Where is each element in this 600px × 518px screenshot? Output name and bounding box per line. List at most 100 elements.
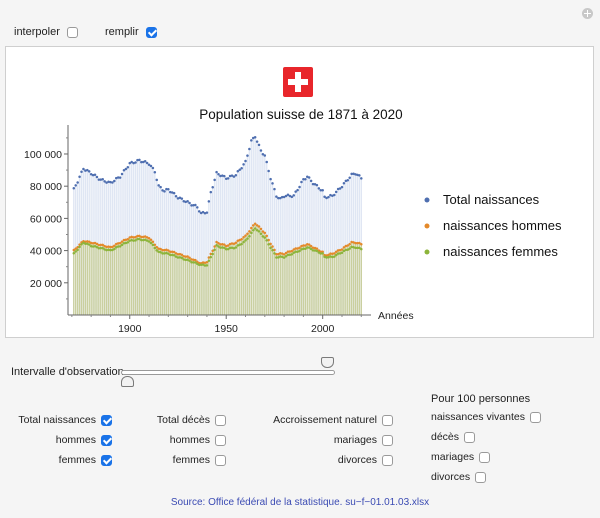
checkbox[interactable] <box>101 454 112 466</box>
data-point <box>265 239 268 242</box>
y-tick-label: 100 000 <box>24 149 62 161</box>
data-point <box>248 230 251 233</box>
data-point <box>140 235 143 239</box>
data-point <box>350 172 353 176</box>
checkbox[interactable] <box>101 414 112 426</box>
interpoler-control[interactable]: interpoler <box>14 26 78 38</box>
data-point <box>93 241 97 245</box>
checkbox-row[interactable]: hommes <box>56 434 112 446</box>
checkbox-row[interactable]: femmes <box>59 454 112 466</box>
slider-handle-start[interactable] <box>121 376 134 387</box>
checkbox-row[interactable]: femmes <box>173 454 226 466</box>
data-point <box>161 189 164 192</box>
data-point <box>159 250 162 254</box>
data-point <box>155 245 159 249</box>
interpoler-checkbox[interactable] <box>66 26 78 38</box>
checkbox-row[interactable]: hommes <box>170 434 226 446</box>
checkbox-row[interactable]: Total naissances <box>18 414 112 426</box>
data-point <box>294 250 297 253</box>
data-point <box>91 242 95 245</box>
checkbox[interactable] <box>382 454 393 466</box>
data-point <box>340 185 344 189</box>
data-point <box>352 245 355 249</box>
legend-label: naissances femmes <box>443 244 558 259</box>
data-point <box>248 234 251 238</box>
data-point <box>87 240 91 244</box>
checkbox-row[interactable]: mariages <box>334 434 393 446</box>
data-point <box>159 247 162 251</box>
data-point <box>236 169 240 173</box>
checkbox-label: femmes <box>58 454 96 466</box>
data-point <box>143 238 147 241</box>
data-point <box>317 187 321 190</box>
data-point <box>232 246 236 250</box>
data-point <box>250 139 253 142</box>
data-point <box>338 187 342 190</box>
data-point <box>267 169 270 173</box>
remplir-control[interactable]: remplir <box>105 26 157 38</box>
checkbox[interactable] <box>475 471 487 483</box>
data-point <box>284 251 288 255</box>
data-point <box>290 253 294 256</box>
data-point <box>238 238 241 242</box>
x-tick-label: 1900 <box>118 323 142 335</box>
data-point <box>275 252 278 256</box>
checkbox[interactable] <box>101 434 112 446</box>
data-point <box>224 248 228 251</box>
data-point <box>97 243 101 247</box>
data-point <box>244 239 247 242</box>
checkbox[interactable] <box>215 454 226 466</box>
checkbox-row[interactable]: divorces <box>338 454 393 466</box>
data-point <box>309 247 313 251</box>
data-point <box>348 242 351 246</box>
checkbox-row[interactable]: naissances vivantes <box>431 411 541 423</box>
data-point <box>309 244 313 248</box>
checkbox-row[interactable]: Accroissement naturel <box>273 414 393 426</box>
data-point <box>132 239 135 242</box>
data-point <box>294 247 297 250</box>
add-icon[interactable] <box>582 8 593 19</box>
checkbox[interactable] <box>479 451 491 463</box>
data-point <box>128 236 131 239</box>
data-point <box>286 253 290 257</box>
data-point <box>228 246 232 250</box>
data-point <box>165 248 168 251</box>
data-point <box>109 248 112 252</box>
checkbox[interactable] <box>215 414 226 426</box>
checkbox[interactable] <box>215 434 226 446</box>
data-point <box>358 174 361 177</box>
data-point <box>307 176 311 179</box>
data-point <box>336 187 340 191</box>
checkbox-row[interactable]: décès <box>431 431 476 443</box>
data-point <box>273 248 276 252</box>
data-point <box>280 255 284 259</box>
checkbox-label: mariages <box>333 434 377 446</box>
slider-track[interactable] <box>121 370 335 375</box>
data-point <box>306 246 309 249</box>
data-point <box>151 243 155 247</box>
data-point <box>294 190 297 193</box>
data-point <box>172 250 176 254</box>
data-point <box>172 191 176 195</box>
data-point <box>114 245 118 249</box>
checkbox[interactable] <box>529 411 541 423</box>
slider-handle-end[interactable] <box>321 357 334 368</box>
data-point <box>296 250 299 254</box>
y-tick-label: 40 000 <box>30 246 62 258</box>
data-point <box>143 235 147 238</box>
checkbox-row[interactable]: mariages <box>431 451 491 463</box>
checkbox-row[interactable]: Total décès <box>157 414 226 426</box>
interval-slider[interactable] <box>121 357 335 387</box>
remplir-checkbox[interactable] <box>145 26 157 38</box>
data-point <box>311 182 315 186</box>
checkbox-row[interactable]: divorces <box>431 471 487 483</box>
data-point <box>153 246 157 250</box>
data-point <box>333 255 336 258</box>
checkbox[interactable] <box>464 431 476 443</box>
data-point <box>329 193 332 197</box>
data-point <box>184 200 187 204</box>
data-point <box>277 252 280 256</box>
data-point <box>126 241 130 244</box>
checkbox[interactable] <box>382 414 393 426</box>
checkbox[interactable] <box>382 434 393 446</box>
